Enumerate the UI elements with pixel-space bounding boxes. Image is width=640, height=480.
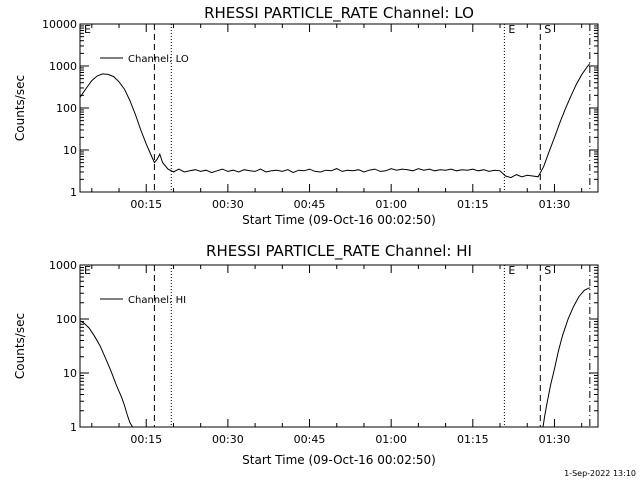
x-tick-label: 01:15 [457, 433, 489, 446]
y-axis-label: Counts/sec [13, 75, 27, 141]
y-tick-label: 10000 [42, 18, 77, 31]
x-axis-label: Start Time (09-Oct-16 00:02:50) [242, 453, 436, 467]
event-marker-label: S [544, 264, 551, 277]
x-tick-label: 00:15 [130, 433, 162, 446]
y-tick-label: 100 [56, 102, 77, 115]
data-series-line [80, 320, 134, 427]
x-tick-label: 00:45 [294, 198, 326, 211]
y-axis-label: Counts/sec [13, 313, 27, 379]
x-tick-label: 00:30 [212, 198, 244, 211]
plot-frame [79, 264, 599, 428]
event-marker-label: E [508, 264, 515, 277]
y-tick-label: 100 [56, 313, 77, 326]
event-marker-label: E [84, 264, 91, 277]
x-tick-label: 01:00 [375, 198, 407, 211]
lo-channel-panel: RHESSI PARTICLE_RATE Channel: LO 1 10 100 10… [13, 4, 599, 227]
x-tick-label: 01:30 [539, 198, 571, 211]
x-axis-label: Start Time (09-Oct-16 00:02:50) [242, 213, 436, 227]
x-tick-label: 01:30 [539, 433, 571, 446]
x-tick-label: 01:15 [457, 198, 489, 211]
event-marker-label: E [84, 23, 91, 36]
data-series-line [542, 287, 591, 427]
chart-title: RHESSI PARTICLE_RATE Channel: HI [206, 242, 472, 261]
y-tick-label: 1 [70, 186, 77, 199]
y-tick-label: 1000 [49, 259, 77, 272]
event-marker-label: S [544, 23, 551, 36]
plot-frame [79, 23, 599, 193]
y-tick-label: 1 [70, 421, 77, 434]
footer-timestamp: 1-Sep-2022 13:10 [564, 469, 636, 478]
x-tick-label: 00:45 [294, 433, 326, 446]
x-tick-label: 00:30 [212, 433, 244, 446]
legend-label: Channel: HI [128, 295, 186, 306]
y-tick-label: 1000 [49, 60, 77, 73]
y-tick-label: 10 [63, 144, 77, 157]
legend-label: Channel: LO [128, 54, 189, 65]
event-marker-label: E [508, 23, 515, 36]
x-tick-label: 01:00 [375, 433, 407, 446]
x-tick-label: 00:15 [130, 198, 162, 211]
data-series-line [80, 63, 591, 179]
chart-title: RHESSI PARTICLE_RATE Channel: LO [204, 4, 474, 23]
y-tick-label: 10 [63, 367, 77, 380]
hi-channel-panel: RHESSI PARTICLE_RATE Channel: HI 1 10 100 10… [13, 242, 599, 467]
